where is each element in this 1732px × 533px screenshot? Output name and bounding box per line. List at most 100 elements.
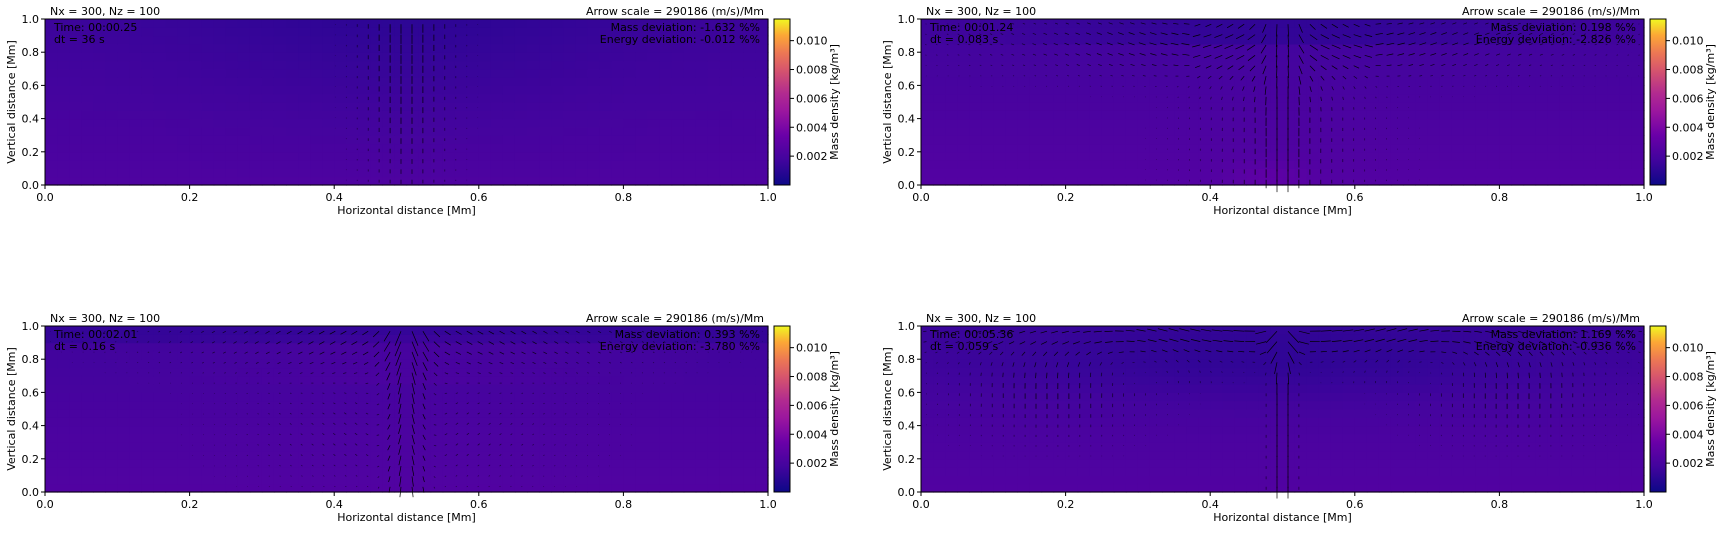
arrow bbox=[1605, 341, 1610, 344]
y-tick-label: 0.2 bbox=[22, 453, 40, 466]
arrow bbox=[224, 372, 226, 374]
annotation-left: Time: 00:01.24 bbox=[929, 21, 1013, 34]
arrow bbox=[387, 445, 391, 451]
arrow bbox=[344, 475, 347, 477]
arrow bbox=[1222, 329, 1234, 332]
arrow bbox=[365, 443, 369, 446]
arrow bbox=[255, 361, 259, 364]
arrow bbox=[1072, 341, 1080, 345]
arrow bbox=[466, 361, 471, 365]
arrow bbox=[300, 433, 303, 436]
arrow bbox=[1234, 340, 1245, 342]
arrow bbox=[1539, 22, 1543, 25]
arrow bbox=[279, 413, 281, 415]
arrow bbox=[180, 361, 183, 364]
arrow bbox=[444, 361, 450, 365]
arrow bbox=[386, 372, 391, 381]
arrow bbox=[955, 330, 960, 333]
arrow bbox=[1064, 42, 1070, 46]
arrow bbox=[169, 351, 172, 354]
arrow bbox=[1225, 34, 1234, 39]
arrow bbox=[1616, 362, 1618, 364]
arrow bbox=[158, 341, 161, 343]
arrow bbox=[377, 476, 380, 478]
arrow bbox=[265, 330, 270, 334]
arrow bbox=[1096, 42, 1102, 46]
arrow bbox=[946, 33, 949, 35]
arrow bbox=[1243, 96, 1245, 102]
arrow bbox=[619, 361, 622, 364]
arrow bbox=[201, 361, 204, 364]
arrow bbox=[444, 351, 451, 356]
arrow bbox=[1097, 22, 1102, 25]
arrow bbox=[925, 33, 927, 35]
arrow bbox=[554, 465, 556, 467]
arrow bbox=[1517, 75, 1520, 77]
arrow bbox=[246, 444, 248, 446]
arrow bbox=[1364, 23, 1371, 27]
arrow bbox=[115, 341, 117, 343]
arrow bbox=[1029, 330, 1037, 334]
arrow bbox=[180, 351, 183, 354]
arrow bbox=[1121, 74, 1124, 77]
arrow bbox=[289, 372, 292, 374]
arrow bbox=[532, 423, 535, 425]
arrow bbox=[587, 330, 591, 334]
arrow bbox=[1094, 341, 1102, 344]
colorbar-label: Mass density [kg/m³] bbox=[1704, 44, 1717, 160]
arrow bbox=[1125, 329, 1135, 332]
arrow bbox=[477, 433, 481, 436]
arrow bbox=[1605, 33, 1608, 35]
arrow bbox=[1254, 96, 1256, 103]
arrow bbox=[1583, 351, 1587, 355]
x-tick-label: 0.4 bbox=[1201, 498, 1219, 511]
arrow bbox=[521, 372, 524, 374]
arrow bbox=[322, 402, 325, 405]
arrow bbox=[433, 424, 437, 426]
arrow bbox=[1408, 64, 1414, 67]
arrow bbox=[1386, 53, 1394, 56]
arrow bbox=[136, 341, 139, 343]
arrow bbox=[169, 341, 172, 343]
arrow bbox=[1179, 328, 1190, 332]
arrow bbox=[1309, 75, 1314, 82]
arrow bbox=[411, 383, 415, 395]
arrow bbox=[1216, 23, 1223, 28]
arrow bbox=[1485, 42, 1491, 46]
arrow bbox=[1550, 362, 1553, 367]
arrow bbox=[1166, 370, 1168, 373]
arrow bbox=[1237, 23, 1245, 29]
arrow bbox=[455, 412, 459, 415]
arrow bbox=[499, 475, 501, 477]
arrow bbox=[1485, 75, 1488, 77]
arrow bbox=[1051, 341, 1059, 345]
arrow bbox=[1298, 351, 1306, 355]
arrow bbox=[1517, 53, 1522, 56]
arrow bbox=[444, 454, 448, 457]
arrow bbox=[1463, 42, 1469, 46]
arrow bbox=[1233, 330, 1245, 332]
arrow bbox=[1183, 23, 1190, 25]
arrow bbox=[1364, 65, 1371, 69]
arrow bbox=[1266, 341, 1278, 354]
arrow bbox=[1495, 341, 1503, 345]
arrow bbox=[211, 341, 215, 344]
arrow bbox=[543, 433, 545, 436]
arrow bbox=[1096, 32, 1102, 35]
arrow bbox=[1452, 351, 1458, 354]
arrow bbox=[1364, 44, 1373, 48]
arrow bbox=[499, 392, 502, 394]
arrow bbox=[1528, 362, 1531, 368]
arrow bbox=[1342, 96, 1344, 100]
arrow bbox=[444, 382, 448, 384]
arrow bbox=[521, 433, 524, 436]
arrow bbox=[1243, 371, 1245, 373]
arrow bbox=[1034, 362, 1037, 368]
arrow bbox=[398, 414, 402, 424]
arrow bbox=[987, 341, 993, 344]
arrow bbox=[1043, 351, 1048, 357]
arrow bbox=[366, 475, 369, 477]
arrow bbox=[320, 361, 325, 365]
arrow bbox=[1276, 24, 1278, 37]
arrow bbox=[1397, 42, 1405, 46]
